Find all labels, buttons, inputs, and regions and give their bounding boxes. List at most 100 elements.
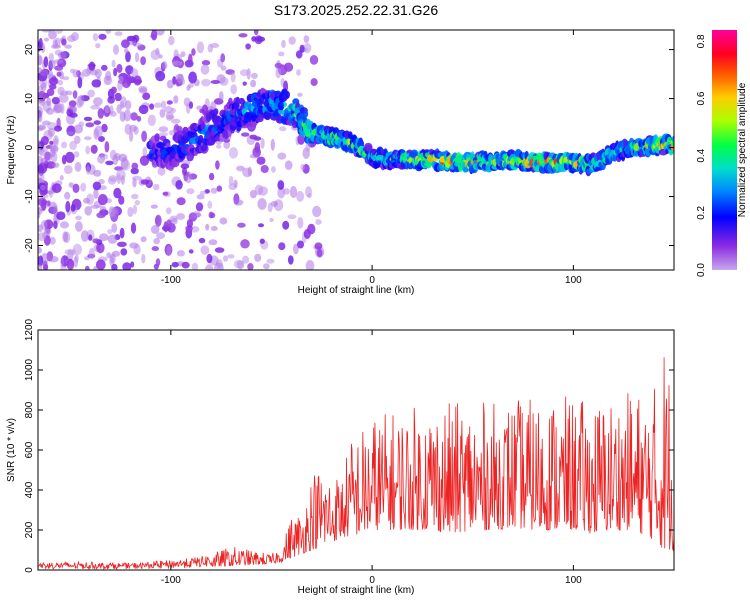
spectrogram-cell — [45, 107, 55, 115]
spectrogram-cell — [74, 135, 81, 144]
spectrogram-cell — [97, 108, 105, 119]
snr-y-tick-label: 200 — [24, 521, 35, 538]
spectrogram-cell — [228, 183, 237, 191]
spectrogram-cell — [113, 187, 122, 199]
spectrogram-cell — [119, 111, 126, 122]
spectrogram-cell — [88, 247, 95, 260]
spectrogram-cell — [275, 66, 282, 79]
spectrogram-cell — [158, 126, 169, 133]
spectrogram-cell — [152, 183, 160, 191]
spectrogram-cell — [106, 252, 112, 259]
spectrogram-cell — [131, 175, 142, 181]
spectrogram-cell — [279, 126, 287, 132]
spectrogram-cell — [53, 59, 63, 64]
spectrogram-cell — [60, 257, 65, 268]
spectrogram-cell — [188, 101, 194, 109]
spectrogram-cell — [192, 211, 201, 219]
spectrogram-cell — [251, 72, 258, 79]
spectrogram-cell — [53, 205, 58, 217]
spectrogram-cell — [61, 38, 67, 46]
spectrogram-cell — [140, 179, 150, 185]
spectrogram-y-tick-label: 20 — [24, 44, 35, 56]
spectrogram-cell — [176, 250, 185, 257]
spectrogram-cell — [84, 206, 92, 216]
spectrogram-cell — [188, 53, 193, 66]
spectrogram-cell — [199, 190, 207, 196]
spectrogram-cell — [57, 86, 65, 96]
spectrogram-cell — [122, 262, 132, 270]
spectrogram-cell — [48, 70, 54, 79]
colorbar-tick-label: 0.6 — [696, 91, 707, 105]
spectrogram-cell — [124, 47, 129, 54]
spectrogram-cell — [176, 197, 186, 206]
spectrogram-cell — [140, 56, 147, 66]
spectrogram-cell — [96, 212, 106, 219]
spectrogram-cell — [38, 54, 43, 66]
spectrogram-cell — [111, 59, 116, 68]
spectrogram-cell — [157, 166, 166, 176]
snr-x-tick-label: 100 — [565, 575, 582, 586]
spectrogram-cell — [133, 126, 139, 135]
spectrogram-cell — [108, 206, 116, 218]
spectrogram-cell — [51, 44, 61, 49]
spectrogram-cell — [183, 136, 189, 144]
snr-y-ticks: 0 200 400 600 800 1000 1200 — [24, 318, 674, 573]
spectrogram-cell — [253, 30, 259, 36]
spectrogram-cell — [119, 227, 125, 239]
spectrogram-cell — [91, 79, 102, 88]
spectrogram-cell — [38, 143, 42, 150]
spectrogram-cell — [240, 239, 250, 249]
spectrogram-cell — [90, 144, 98, 154]
spectrogram-cell — [99, 233, 109, 242]
spectrogram-cell — [133, 75, 142, 86]
spectrogram-cell — [97, 194, 108, 206]
snr-x-ticks: -100 0 100 — [161, 330, 582, 586]
spectrogram-cell — [154, 102, 162, 108]
spectrogram-cell — [99, 153, 109, 160]
spectrogram-cell — [124, 123, 132, 135]
spectrogram-cell — [48, 256, 59, 263]
spectrogram-cell — [40, 220, 48, 230]
spectrogram-cell — [166, 219, 172, 228]
spectrogram-cell — [289, 186, 298, 198]
spectrogram-cell — [316, 248, 323, 258]
spectrogram-cell — [230, 84, 237, 95]
spectrogram-cell — [278, 242, 286, 251]
spectrogram-cell — [168, 35, 175, 46]
spectrogram-cell — [126, 35, 137, 42]
spectrogram-cell — [61, 141, 68, 149]
spectrogram-y-tick-label: -10 — [24, 189, 35, 204]
spectrogram-cell — [134, 52, 140, 63]
spectrogram-cell — [204, 264, 214, 270]
spectrogram-cell — [206, 253, 213, 264]
spectrogram-cell — [297, 217, 304, 229]
spectrogram-cell — [297, 134, 305, 145]
spectrogram-cell — [185, 171, 192, 184]
spectrogram-cell — [93, 97, 103, 106]
spectrogram-cell — [53, 138, 59, 145]
spectrogram-cell — [42, 120, 51, 126]
spectrogram-cell — [85, 122, 95, 128]
spectrogram-cell — [92, 181, 102, 191]
spectrogram-cell — [141, 130, 148, 142]
spectrogram-cell — [310, 78, 318, 87]
spectrogram-cell — [312, 205, 322, 218]
spectrogram-cell — [99, 206, 107, 211]
spectrogram-cell — [76, 96, 83, 109]
spectrogram-cell — [130, 167, 139, 175]
spectrogram-cell — [214, 247, 225, 253]
spectrogram-cell — [119, 101, 125, 109]
spectrogram-cell — [171, 118, 181, 124]
spectrogram-cell — [55, 118, 61, 128]
spectrogram-cell — [258, 223, 264, 228]
spectrogram-cell — [38, 105, 43, 117]
spectrogram-cell — [266, 258, 275, 264]
spectrogram-cell — [101, 64, 108, 71]
spectrogram-cell — [309, 55, 319, 65]
spectrogram-cell — [38, 90, 47, 102]
spectrogram-cell — [127, 206, 134, 218]
colorbar-tick-label: 0.0 — [696, 263, 707, 277]
spectrogram-x-tick-label: 0 — [369, 275, 375, 286]
